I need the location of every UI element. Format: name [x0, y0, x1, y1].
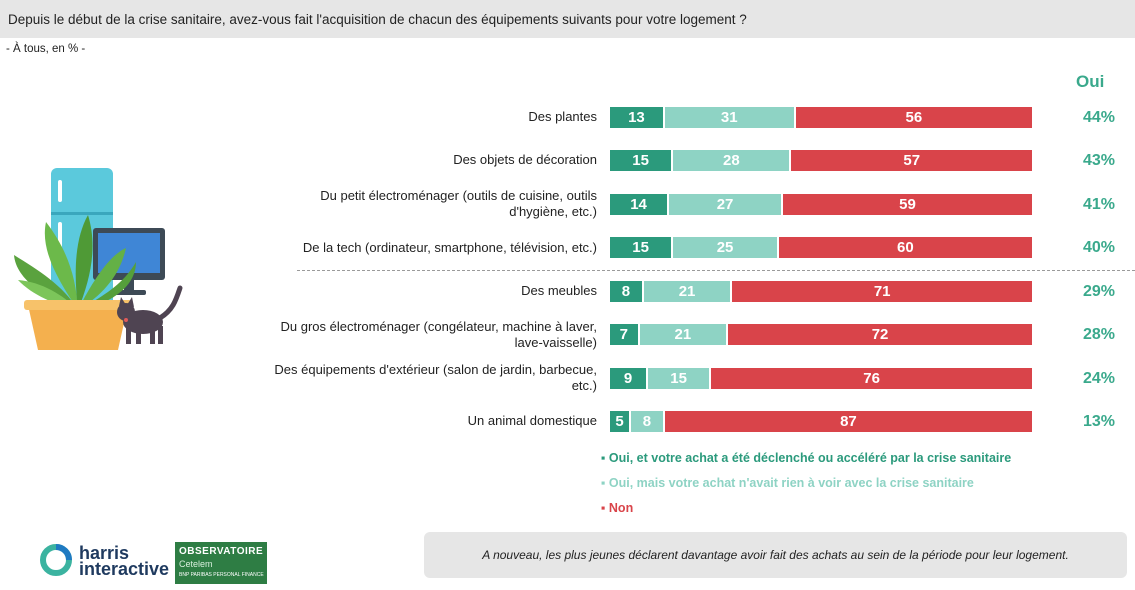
oui-total: 44% — [1083, 109, 1116, 126]
bar-row: 5 8 87 — [610, 411, 1032, 432]
home-equipment-illustration — [14, 168, 183, 350]
row-label-tech: De la tech (ordinateur, smartphone, télé… — [302, 240, 597, 255]
group-separator — [297, 270, 1135, 271]
harris-interactive-logo-icon — [40, 544, 72, 576]
bar-segment-oui-sans-lien: 21 — [639, 324, 729, 345]
bar-segment-non: 60 — [778, 237, 1032, 258]
bar-segment-non: 56 — [795, 107, 1032, 128]
oui-total: 41% — [1083, 196, 1116, 213]
bar-segment-oui-declenche: 9 — [610, 368, 648, 389]
bar-segment-oui-sans-lien: 21 — [643, 281, 733, 302]
bar-segment-non: 87 — [664, 411, 1032, 432]
bar-segment-non: 59 — [783, 194, 1032, 215]
oui-total: 28% — [1083, 326, 1116, 343]
legend-item-non: ▪ Non — [601, 501, 634, 515]
row-label-exterieur: Des équipements d'extérieur (salon de ja… — [274, 362, 597, 393]
row-label-animal: Un animal domestique — [467, 413, 597, 428]
chart-title: Depuis le début de la crise sanitaire, a… — [8, 12, 747, 27]
bar-segment-oui-sans-lien: 8 — [631, 411, 665, 432]
bar-segment-oui-sans-lien: 31 — [664, 107, 796, 128]
bar-row: 8 21 71 — [610, 281, 1032, 302]
legend-item-oui-sans-lien: ▪ Oui, mais votre achat n'avait rien à v… — [601, 476, 974, 490]
bar-segment-non: 72 — [728, 324, 1032, 345]
bar-segment-oui-sans-lien: 25 — [673, 237, 779, 258]
plant-icon — [14, 215, 136, 350]
cat-icon — [117, 285, 183, 344]
observatoire-logo-text: OBSERVATOIRE — [179, 546, 264, 557]
footer-note-box: A nouveau, les plus jeunes déclarent dav… — [424, 532, 1127, 578]
oui-total: 40% — [1083, 239, 1116, 256]
row-label-decoration: Des objets de décoration — [453, 152, 597, 167]
bar-segment-oui-declenche: 15 — [610, 150, 674, 171]
bar-segment-oui-sans-lien: 28 — [673, 150, 792, 171]
bar-row: 15 28 57 — [610, 150, 1032, 171]
title-bar: Depuis le début de la crise sanitaire, a… — [0, 0, 1135, 38]
bar-row: 15 25 60 — [610, 237, 1032, 258]
legend-item-oui-declenche: ▪ Oui, et votre achat a été déclenché ou… — [601, 451, 1012, 465]
row-label-gros-electromenager: Du gros électroménager (congélateur, mac… — [280, 319, 597, 350]
bar-segment-non: 57 — [791, 150, 1032, 171]
bar-segment-oui-sans-lien: 15 — [647, 368, 712, 389]
bar-segment-oui-declenche: 13 — [610, 107, 665, 128]
bar-segment-oui-declenche: 7 — [610, 324, 640, 345]
row-label-petit-electromenager: Du petit électroménager (outils de cuisi… — [320, 188, 597, 219]
bar-segment-oui-sans-lien: 27 — [669, 194, 784, 215]
bar-row: 7 21 72 — [610, 324, 1032, 345]
harris-logo-text: harris — [79, 543, 130, 563]
bar-segment-oui-declenche: 14 — [610, 194, 670, 215]
cetelem-logo-text: Cetelem — [179, 559, 213, 569]
chart-subtitle: - À tous, en % - — [6, 43, 86, 55]
oui-total: 29% — [1083, 283, 1116, 300]
bnp-logo-text: BNP PARIBAS PERSONAL FINANCE — [179, 572, 264, 578]
oui-total: 43% — [1083, 152, 1116, 169]
observatoire-cetelem-logo: OBSERVATOIRE Cetelem BNP PARIBAS PERSONA… — [175, 542, 267, 584]
harris-logo-text: interactive — [79, 559, 170, 579]
bar-segment-non: 76 — [711, 368, 1032, 389]
bar-segment-oui-declenche: 5 — [610, 411, 632, 432]
bar-segment-non: 71 — [732, 281, 1032, 302]
footer-note: A nouveau, les plus jeunes déclarent dav… — [482, 548, 1069, 562]
oui-total: 24% — [1083, 370, 1116, 387]
oui-total: 13% — [1083, 413, 1116, 430]
bar-segment-oui-declenche: 15 — [610, 237, 674, 258]
oui-column-header: Oui — [1076, 72, 1105, 91]
bar-row: 14 27 59 — [610, 194, 1032, 215]
bar-row: 13 31 56 — [610, 107, 1032, 128]
row-label-meubles: Des meubles — [521, 283, 597, 298]
bar-segment-oui-declenche: 8 — [610, 281, 644, 302]
row-label-plantes: Des plantes — [528, 109, 597, 124]
bar-row: 9 15 76 — [610, 368, 1032, 389]
